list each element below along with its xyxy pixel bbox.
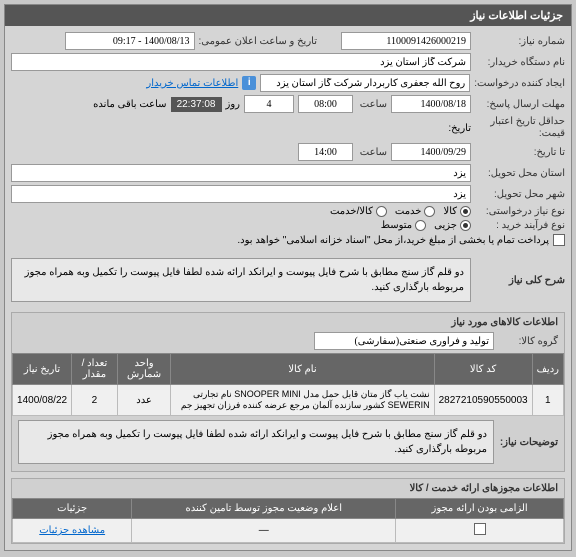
cell-date: 1400/08/22 — [13, 385, 72, 416]
input-req-no[interactable] — [341, 32, 471, 50]
input-buyer[interactable] — [11, 53, 471, 71]
th-unit: واحد شمارش — [117, 354, 171, 385]
input-time3[interactable] — [298, 143, 353, 161]
items-table: ردیف کد کالا نام کالا واحد شمارش تعداد /… — [12, 353, 564, 416]
th-required: الزامی بودن ارائه مجوز — [396, 499, 564, 519]
auth-title: اطلاعات مجوزهای ارائه خدمت / کالا — [12, 479, 564, 498]
label-creator: ایجاد کننده درخواست: — [474, 78, 565, 89]
label-remain: ساعت باقی مانده — [93, 99, 166, 110]
radio-both[interactable]: کالا/خدمت — [330, 206, 387, 217]
cell-row: 1 — [532, 385, 563, 416]
info-icon[interactable]: i — [242, 76, 256, 90]
label-group: گروه کالا: — [498, 336, 558, 347]
items-section: اطلاعات کالاهای مورد نیاز گروه کالا: ردی… — [11, 312, 565, 472]
auth-section: اطلاعات مجوزهای ارائه خدمت / کالا الزامی… — [11, 478, 565, 544]
row-buyer: نام دستگاه خریدار: — [11, 53, 565, 71]
label-time: ساعت — [357, 99, 387, 110]
input-province[interactable] — [11, 164, 471, 182]
cell-code: 2827210590550003 — [434, 385, 532, 416]
label-city: شهر محل تحویل: — [475, 189, 565, 200]
radio-service[interactable]: خدمت — [395, 206, 436, 217]
input-reply-time[interactable] — [298, 95, 353, 113]
timer: 22:37:08 — [171, 97, 222, 112]
need-type-radios: کالا خدمت کالا/خدمت — [330, 206, 471, 217]
label-province: استان محل تحویل: — [475, 168, 565, 179]
label-time3: ساعت — [357, 147, 387, 158]
row-pay-note: پرداخت تمام یا بخشی از مبلغ خرید،از محل … — [11, 234, 565, 246]
desc-title: شرح کلی نیاز — [475, 275, 565, 286]
label-buyer: نام دستگاه خریدار: — [475, 57, 565, 68]
contact-link[interactable]: اطلاعات تماس خریدار — [146, 78, 238, 89]
row-credit: حداقل تاریخ اعتبار قیمت: تاریخ: — [11, 116, 565, 140]
label-req-no: شماره نیاز: — [475, 36, 565, 47]
row-deadline: مهلت ارسال پاسخ: ساعت روز 22:37:08 ساعت … — [11, 95, 565, 113]
input-date3[interactable] — [391, 143, 471, 161]
th-date: تاریخ نیاز — [13, 354, 72, 385]
desc-text: دو قلم گاز سنج مطابق با شرح فایل پیوست و… — [11, 258, 471, 302]
row-until: تا تاریخ: ساعت — [11, 143, 565, 161]
label-days: روز — [226, 99, 241, 110]
th-details: جزئیات — [13, 499, 132, 519]
th-row: ردیف — [532, 354, 563, 385]
auth-details-cell: مشاهده جزئیات — [13, 519, 132, 543]
label-until: تا تاریخ: — [475, 147, 565, 158]
radio-partial[interactable]: جزیی — [434, 220, 471, 231]
pay-note-text: پرداخت تمام یا بخشی از مبلغ خرید،از محل … — [237, 235, 549, 246]
radio-mid[interactable]: متوسط — [381, 220, 426, 231]
process-radios: جزیی متوسط — [381, 220, 471, 231]
row-province: استان محل تحویل: — [11, 164, 565, 182]
cell-unit: عدد — [117, 385, 171, 416]
table-row: 1 2827210590550003 نشت یاب گاز متان قابل… — [13, 385, 564, 416]
cell-qty: 2 — [72, 385, 118, 416]
th-code: کد کالا — [434, 354, 532, 385]
label-need-type: نوع نیاز درخواستی: — [475, 206, 565, 217]
desc-section: شرح کلی نیاز دو قلم گاز سنج مطابق با شرح… — [11, 254, 565, 306]
label-process: نوع فرآیند خرید : — [475, 220, 565, 231]
th-status: اعلام وضعیت مجوز توسط تامین کننده — [132, 499, 396, 519]
input-group[interactable] — [314, 332, 494, 350]
auth-checkbox[interactable] — [474, 523, 486, 535]
row-need-type: نوع نیاز درخواستی: کالا خدمت کالا/خدمت — [11, 206, 565, 217]
input-city[interactable] — [11, 185, 471, 203]
input-reply-date[interactable] — [391, 95, 471, 113]
input-creator[interactable] — [260, 74, 470, 92]
cell-name: نشت یاب گاز متان قابل حمل مدل SNOOPER MI… — [171, 385, 434, 416]
row-city: شهر محل تحویل: — [11, 185, 565, 203]
label-pub-date: تاریخ و ساعت اعلان عمومی: — [199, 36, 318, 47]
auth-table: الزامی بودن ارائه مجوز اعلام وضعیت مجوز … — [12, 498, 564, 543]
auth-required-cell — [396, 519, 564, 543]
th-qty: تعداد / مقدار — [72, 354, 118, 385]
auth-details-link[interactable]: مشاهده جزئیات — [39, 525, 105, 536]
label-date2: تاریخ: — [441, 123, 471, 134]
notes-label: توضیحات نیاز: — [498, 437, 558, 448]
notes-text: دو قلم گاز سنج مطابق با شرح فایل پیوست و… — [18, 420, 494, 464]
panel-title: جزئیات اطلاعات نیاز — [5, 5, 571, 26]
main-panel: جزئیات اطلاعات نیاز شماره نیاز: تاریخ و … — [4, 4, 572, 551]
auth-status-cell: — — [132, 519, 396, 543]
label-credit: حداقل تاریخ اعتبار قیمت: — [475, 116, 565, 140]
label-deadline: مهلت ارسال پاسخ: — [475, 99, 565, 110]
checkbox-pay[interactable] — [553, 234, 565, 246]
panel-body: شماره نیاز: تاریخ و ساعت اعلان عمومی: نا… — [5, 26, 571, 550]
row-creator: ایجاد کننده درخواست: i اطلاعات تماس خرید… — [11, 74, 565, 92]
items-title: اطلاعات کالاهای مورد نیاز — [12, 313, 564, 332]
th-name: نام کالا — [171, 354, 434, 385]
row-req-no: شماره نیاز: تاریخ و ساعت اعلان عمومی: — [11, 32, 565, 50]
row-process: نوع فرآیند خرید : جزیی متوسط — [11, 220, 565, 231]
input-pub-date[interactable] — [65, 32, 195, 50]
radio-goods[interactable]: کالا — [443, 206, 471, 217]
auth-row: — مشاهده جزئیات — [13, 519, 564, 543]
input-days[interactable] — [244, 95, 294, 113]
